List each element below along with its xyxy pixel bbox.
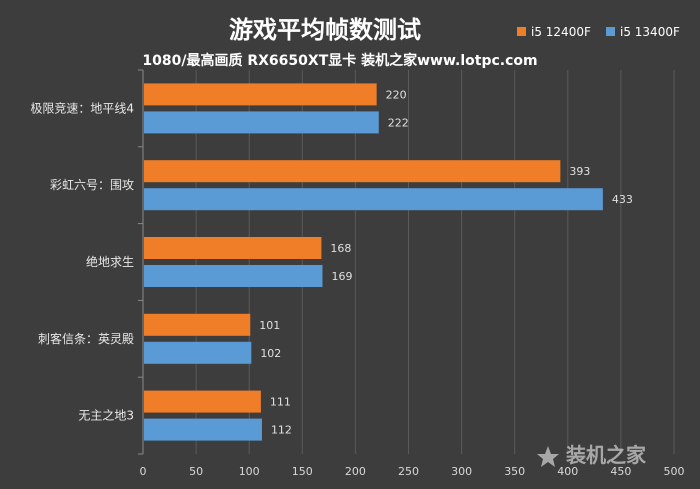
data-label: 112: [271, 424, 292, 437]
category-label: 极限竞速：地平线4: [30, 101, 134, 115]
axes: [138, 69, 144, 455]
data-label: 102: [260, 347, 281, 360]
bar-i5-12400f: [144, 160, 561, 183]
legend-label-12400f: i5 12400F: [531, 25, 591, 39]
x-tick-label: 100: [239, 465, 260, 478]
x-tick-label: 350: [504, 465, 525, 478]
bar-i5-13400f: [144, 341, 252, 364]
legend: i5 12400F i5 13400F: [517, 25, 680, 39]
legend-label-13400f: i5 13400F: [620, 25, 680, 39]
data-label: 111: [270, 396, 291, 409]
data-label: 222: [388, 116, 409, 129]
bar-i5-12400f: [144, 83, 377, 106]
data-label: 168: [330, 242, 351, 255]
gridlines: [195, 70, 675, 454]
x-tick-label: 0: [140, 465, 147, 478]
category-label: 无主之地3: [78, 409, 134, 423]
bar-i5-13400f: [144, 418, 262, 441]
watermark-text: 装机之家: [565, 443, 647, 467]
data-labels: 220 222 393 433 168 169 101 102 111 112: [259, 88, 633, 436]
bar-i5-12400f: [144, 313, 251, 336]
data-label: 220: [386, 88, 407, 101]
bar-i5-13400f: [144, 188, 603, 211]
chart-subtitle: 1080/最高画质 RX6650XT显卡 装机之家www.lotpc.com: [142, 52, 537, 69]
x-tick-label: 450: [610, 465, 631, 478]
chart-title: 游戏平均帧数测试: [229, 16, 421, 44]
bar-i5-13400f: [144, 111, 379, 134]
bars: [144, 83, 603, 441]
x-tick-label: 250: [398, 465, 419, 478]
x-tick-label: 400: [557, 465, 578, 478]
data-label: 433: [612, 193, 633, 206]
category-label: 彩虹六号：围攻: [50, 178, 134, 192]
data-label: 101: [259, 319, 280, 332]
watermark-star-icon: [537, 446, 559, 467]
x-tick-label: 500: [664, 465, 685, 478]
x-tick-label: 150: [292, 465, 313, 478]
category-label: 绝地求生: [86, 254, 134, 269]
x-tick-label: 200: [345, 465, 366, 478]
x-tick-label: 50: [189, 465, 203, 478]
data-label: 393: [569, 165, 590, 178]
watermark: 装机之家: [537, 443, 647, 467]
data-label: 169: [331, 270, 352, 283]
x-tick-label: 300: [451, 465, 472, 478]
legend-swatch-13400f: [606, 27, 615, 36]
x-tick-labels: 0 50 100 150 200 250 300 350 400 450 500: [140, 465, 685, 478]
legend-swatch-12400f: [517, 27, 526, 36]
bar-i5-12400f: [144, 390, 261, 413]
bar-i5-12400f: [144, 237, 322, 259]
category-label: 刺客信条：英灵殿: [38, 331, 134, 346]
bar-i5-13400f: [144, 265, 323, 287]
